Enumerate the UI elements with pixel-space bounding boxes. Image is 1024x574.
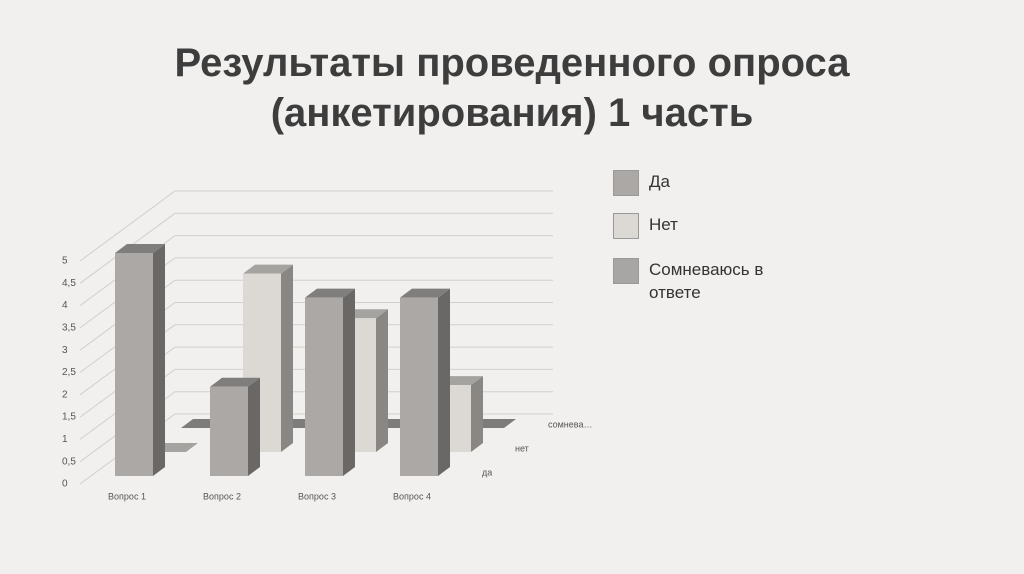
grid-line: [79, 257, 553, 329]
y-tick-label: 5: [62, 256, 68, 267]
y-tick-label: 3: [62, 345, 68, 356]
y-tick-label: 4: [62, 300, 68, 311]
legend-label: Сомневаюсь в ответе: [649, 260, 764, 302]
bar-top: [210, 377, 260, 387]
legend-swatch: [613, 213, 639, 239]
bar-top: [243, 264, 293, 274]
bar: [210, 386, 248, 476]
x-tick-label: Вопрос 4: [393, 491, 431, 501]
y-tick-label: 1,5: [62, 412, 76, 423]
bar-side: [153, 244, 165, 476]
grid-line: [79, 279, 553, 351]
bar-top: [115, 244, 165, 253]
grid-line: [79, 190, 553, 262]
bar-side: [343, 288, 355, 476]
y-tick-label: 2: [62, 389, 68, 400]
bar-side: [471, 376, 483, 452]
legend-label: Нет: [649, 215, 678, 234]
x-tick-label: Вопрос 2: [203, 491, 241, 501]
grid-line: [79, 212, 553, 284]
legend-item: Да: [613, 170, 779, 196]
bar-side: [376, 309, 388, 452]
depth-label: да: [482, 467, 492, 477]
x-tick-label: Вопрос 3: [298, 491, 336, 501]
legend-swatch: [613, 170, 639, 196]
bar: [115, 253, 153, 476]
bar: [400, 297, 438, 476]
depth-label: сомнева…: [548, 419, 592, 429]
legend-swatch: [613, 258, 639, 284]
legend-item: Нет: [613, 213, 779, 239]
bar-side: [438, 288, 450, 476]
bar: [305, 297, 343, 476]
legend-label: Да: [649, 172, 670, 191]
chart-title: Результаты проведенного опроса (анкетиро…: [174, 41, 850, 135]
x-tick-label: Вопрос 1: [108, 491, 146, 501]
bar-top: [305, 288, 355, 298]
y-tick-label: 0: [62, 479, 68, 490]
y-tick-label: 4,5: [62, 278, 76, 289]
y-tick-label: 0,5: [62, 456, 76, 467]
bar-side: [281, 264, 293, 452]
grid-line: [79, 235, 553, 307]
y-tick-label: 2,5: [62, 367, 76, 378]
y-tick-label: 1: [62, 434, 68, 445]
bar-top: [400, 288, 450, 298]
depth-label: нет: [515, 443, 529, 453]
y-tick-label: 3,5: [62, 323, 76, 334]
legend-item: Сомневаюсь в ответе: [613, 258, 779, 304]
bar-side: [248, 377, 260, 476]
